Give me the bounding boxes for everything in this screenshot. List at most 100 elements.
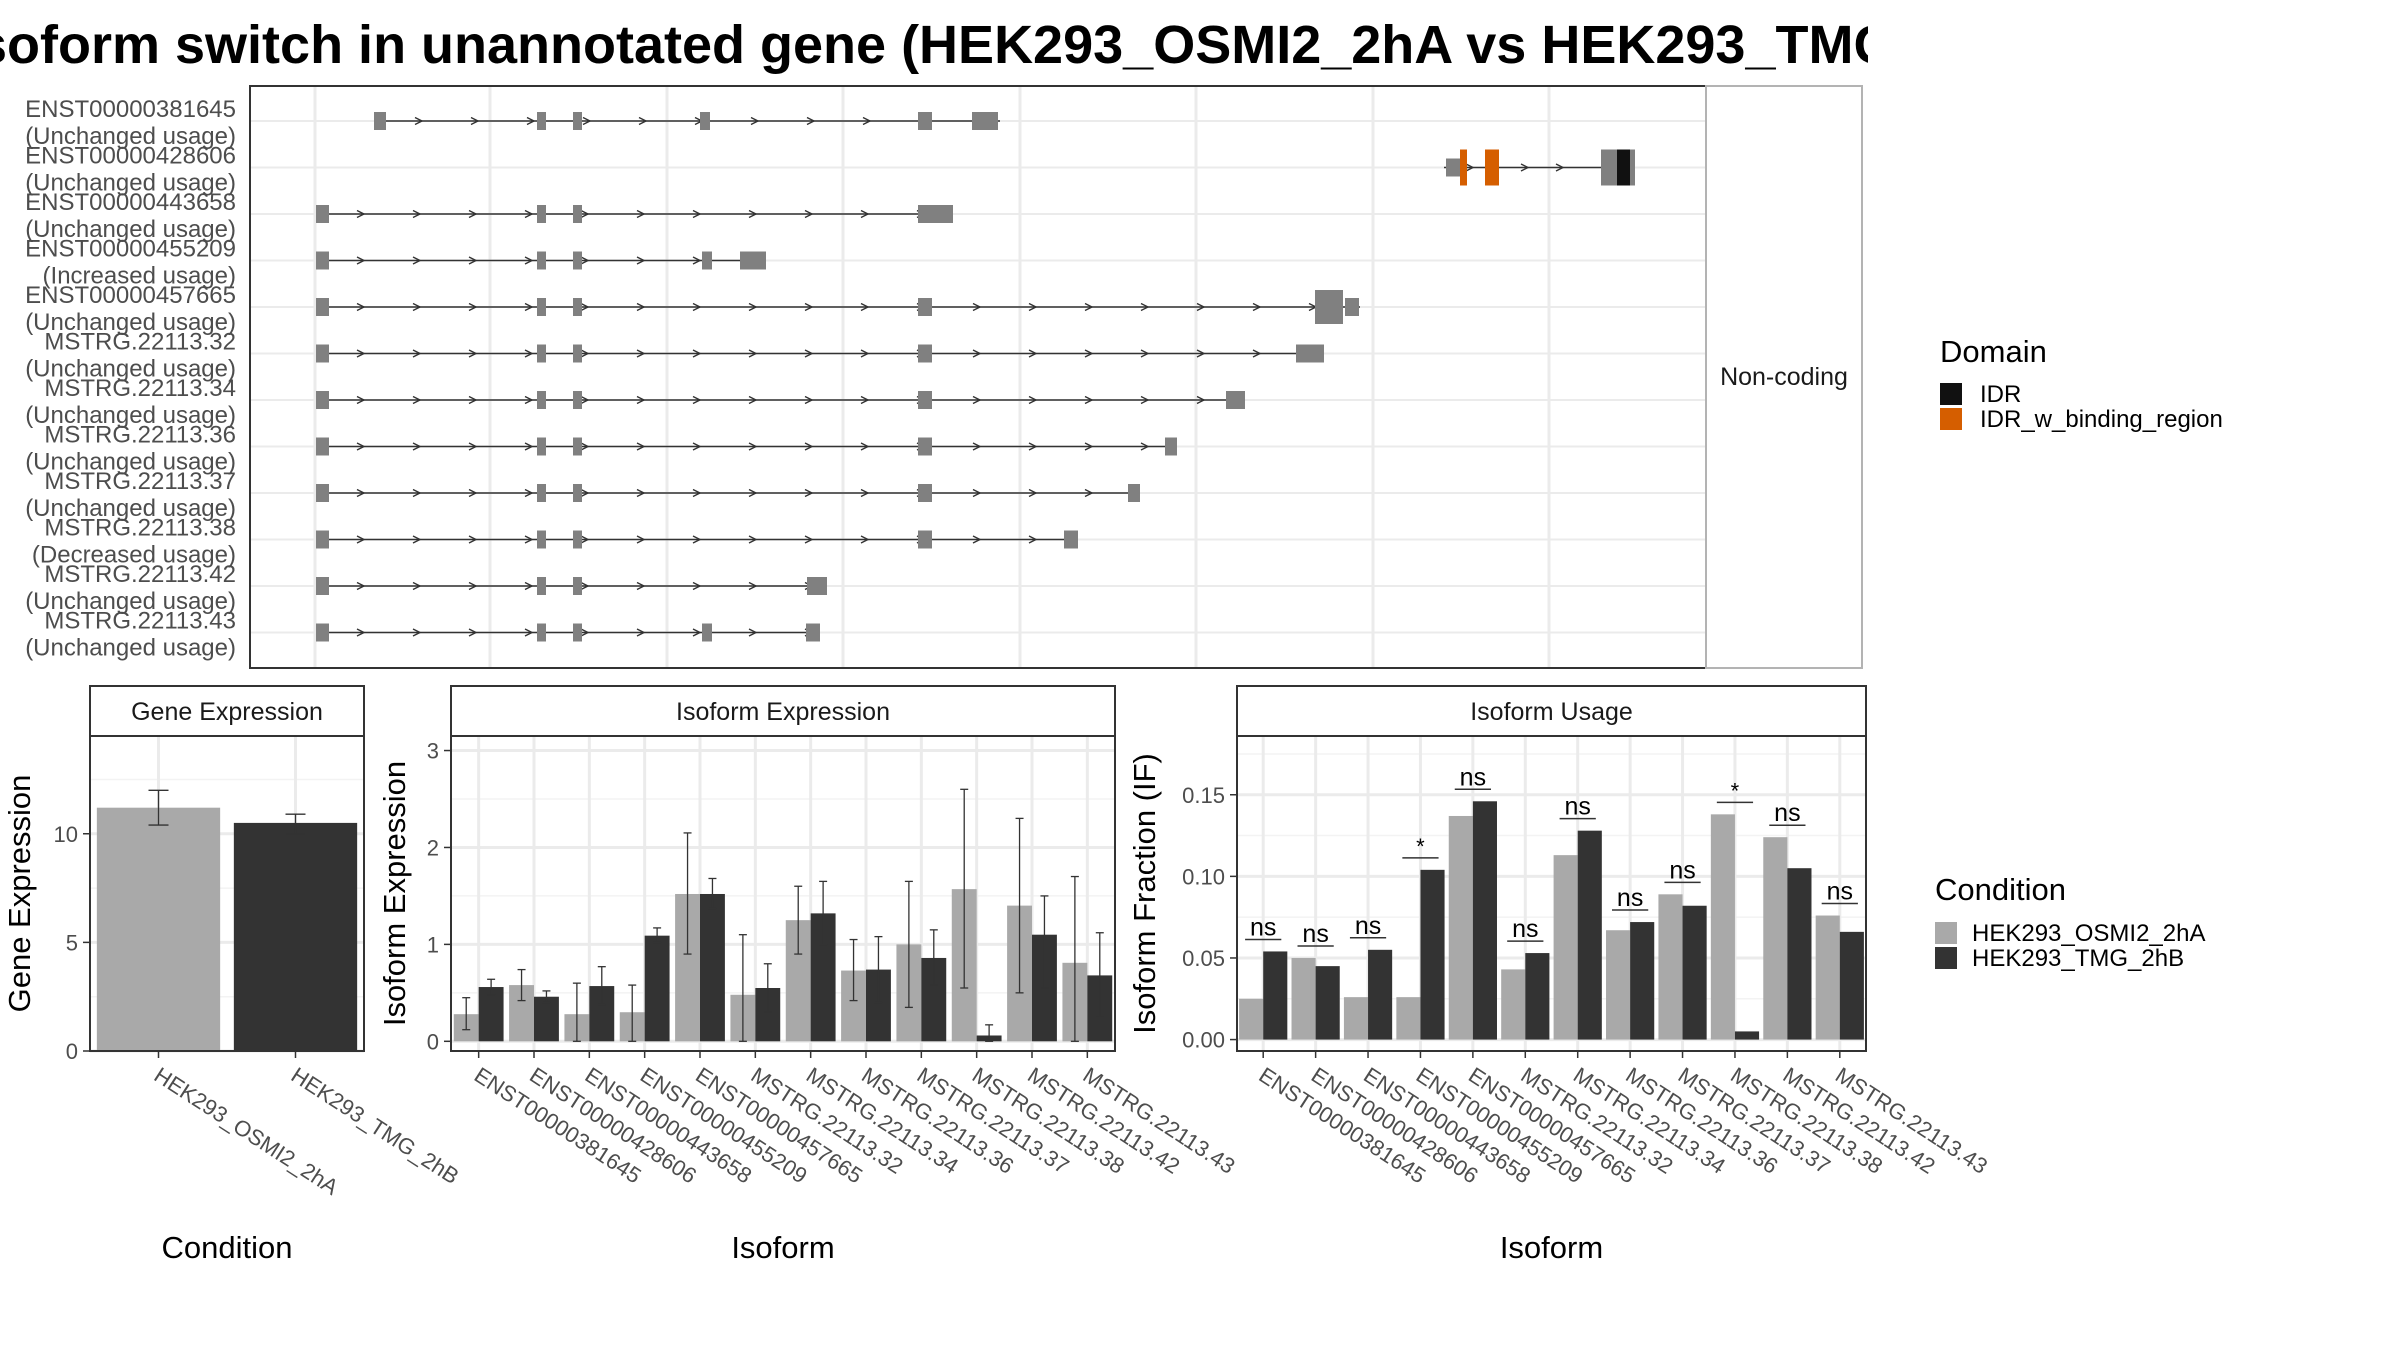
intron-arrow [804,442,814,451]
bar [700,893,725,1042]
intron-arrow [748,488,758,498]
intron-arrow [468,628,478,637]
intron-arrow [356,302,366,312]
intron-arrow [356,628,366,637]
panel-strip [89,685,365,737]
intron-arrow [356,209,366,219]
intron-arrow [692,628,702,637]
panel-strip-label: Gene Expression [131,698,323,726]
isoform-label-usage: (Unchanged usage) [25,170,236,197]
exon-block [537,577,546,595]
x-axis-title: Isoform [1500,1230,1603,1265]
intron-arrow [524,628,534,637]
significance-label: * [1416,834,1425,859]
domain-legend-label: IDR [1980,381,2021,408]
exon-block [537,623,546,642]
bar [1839,931,1864,1040]
domain-legend-title: Domain [1940,334,2047,369]
exon-block [972,112,998,130]
exon-block [573,484,582,502]
exon-block [1446,158,1462,177]
isoform-label-id: MSTRG.22113.38 [44,515,236,542]
exon-block [573,205,582,223]
bar [1682,905,1707,1040]
structure-strip [1705,85,1863,669]
intron-arrow [356,442,366,451]
intron-arrow [412,488,422,498]
intron-arrow [972,535,982,544]
significance-label: ns [1669,856,1695,884]
exon-block [740,251,766,270]
bar [96,807,221,1051]
isoform-label-usage: (Unchanged usage) [25,309,236,336]
domain-legend-key [1940,408,1962,430]
condition-legend-label: HEK293_OSMI2_2hA [1972,920,2205,947]
bar [1606,930,1631,1040]
intron-arrow [692,488,702,498]
intron-arrow [524,395,534,405]
intron-arrow [1520,163,1530,172]
significance-label: ns [1617,884,1643,912]
exon-block [573,251,582,270]
intron-arrow [412,628,422,637]
intron-arrow [412,349,422,358]
exon-block [537,112,546,130]
isoform-label-usage: (Unchanged usage) [25,635,236,662]
significance-label: ns [1774,799,1800,827]
exon-block [1064,530,1078,549]
intron-arrow [524,209,534,219]
exon-block [1165,437,1177,456]
intron-arrow [972,395,982,405]
intron-arrow [804,349,814,358]
exon-block [316,577,329,595]
exon-block [1315,290,1343,324]
exon-block [316,623,329,642]
bar [1472,801,1497,1040]
exon-block [573,623,582,642]
intron-arrow [972,349,982,358]
intron-arrow [582,116,592,126]
intron-arrow [692,581,702,591]
intron-arrow [804,488,814,498]
intron-arrow [1028,349,1038,358]
intron-arrow [692,209,702,219]
intron-arrow [804,209,814,219]
isoform-label-id: ENST00000443658 [25,189,236,216]
intron-arrow [638,116,648,126]
intron-arrow [1555,163,1565,172]
bar [1734,1031,1760,1040]
bar [1763,837,1788,1040]
exon-block [573,344,582,363]
exon-block [316,298,329,316]
exon-block [316,391,329,409]
isoform-label-id: MSTRG.22113.36 [44,422,236,449]
exon-block [806,623,820,642]
exon-block [573,530,582,549]
intron-arrow [524,349,534,358]
intron-arrow [580,442,590,451]
intron-arrow [1252,302,1262,312]
intron-arrow [468,302,478,312]
intron-arrow [1084,442,1094,451]
intron-arrow [1252,349,1262,358]
intron-arrow [748,209,758,219]
intron-arrow [636,256,646,265]
isoform-label-id: ENST00000455209 [25,236,236,263]
exon-block [316,205,329,223]
intron-arrow [860,442,870,451]
bar [1815,915,1840,1040]
exon-block [573,437,582,456]
condition-legend-title: Condition [1935,872,2066,907]
intron-arrow [1196,349,1206,358]
isoform-label-usage: (Unchanged usage) [25,402,236,429]
exon-block [1226,391,1245,409]
bar [1658,894,1683,1040]
exon-block [573,298,582,316]
panel-strip-label: Isoform Usage [1470,698,1633,726]
exon-block [918,437,932,456]
intron-arrow [412,302,422,312]
y-tick-label: 0.00 [1182,1028,1225,1053]
structure-strip-label: Non-coding [1720,363,1848,391]
intron-arrow [412,256,422,265]
intron-arrow [468,209,478,219]
